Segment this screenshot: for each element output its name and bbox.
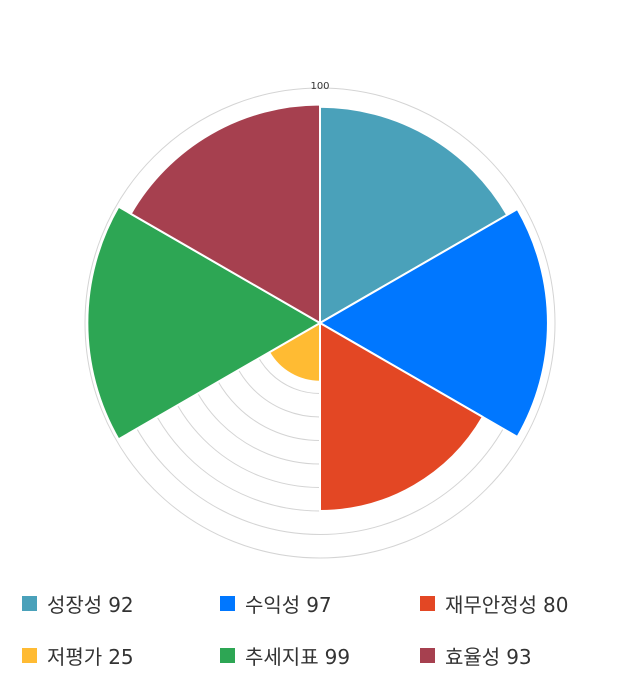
legend: 성장성 92 수익성 97 재무안정성 80 저평가 25 추세지표 99 효율성 93 [0, 582, 640, 692]
slice-3[interactable] [268, 322, 321, 383]
slice-5[interactable] [129, 103, 321, 324]
legend-swatch-0 [22, 595, 37, 611]
legend-value-1: 97 [306, 592, 332, 617]
legend-value-4: 99 [324, 644, 351, 669]
legend-value-5: 93 [506, 644, 532, 669]
legend-value-3: 25 [108, 644, 134, 669]
legend-item-1[interactable]: 수익성 97 [220, 588, 338, 618]
polar-area-chart: 100 [84, 81, 556, 559]
legend-item-0[interactable]: 성장성 92 [22, 588, 140, 618]
legend-label-4: 추세지표 [245, 644, 319, 669]
slice-4[interactable] [86, 205, 321, 441]
legend-label-1: 수익성 [245, 592, 301, 617]
chart-slices [86, 103, 549, 512]
legend-label-5: 효율성 [445, 644, 501, 669]
legend-swatch-4 [220, 647, 235, 663]
grid-circle-9 [84, 87, 556, 559]
legend-value-0: 92 [108, 592, 134, 617]
legend-item-5[interactable]: 효율성 93 [420, 640, 538, 670]
legend-item-3[interactable]: 저평가 25 [22, 640, 140, 670]
legend-swatch-5 [420, 647, 435, 663]
axis-tick-label: 100 [310, 81, 329, 92]
legend-label-0: 성장성 [47, 592, 103, 617]
slice-1[interactable] [319, 208, 549, 438]
legend-swatch-2 [420, 595, 435, 611]
legend-swatch-1 [220, 595, 235, 611]
legend-value-2: 80 [543, 592, 569, 617]
slice-2[interactable] [319, 322, 484, 512]
legend-item-2[interactable]: 재무안정성 80 [420, 588, 574, 618]
legend-item-4[interactable]: 추세지표 99 [220, 640, 356, 670]
legend-label-2: 재무안정성 [445, 592, 537, 617]
legend-swatch-3 [22, 647, 37, 663]
legend-label-3: 저평가 [47, 644, 103, 669]
slice-0[interactable] [319, 105, 509, 324]
